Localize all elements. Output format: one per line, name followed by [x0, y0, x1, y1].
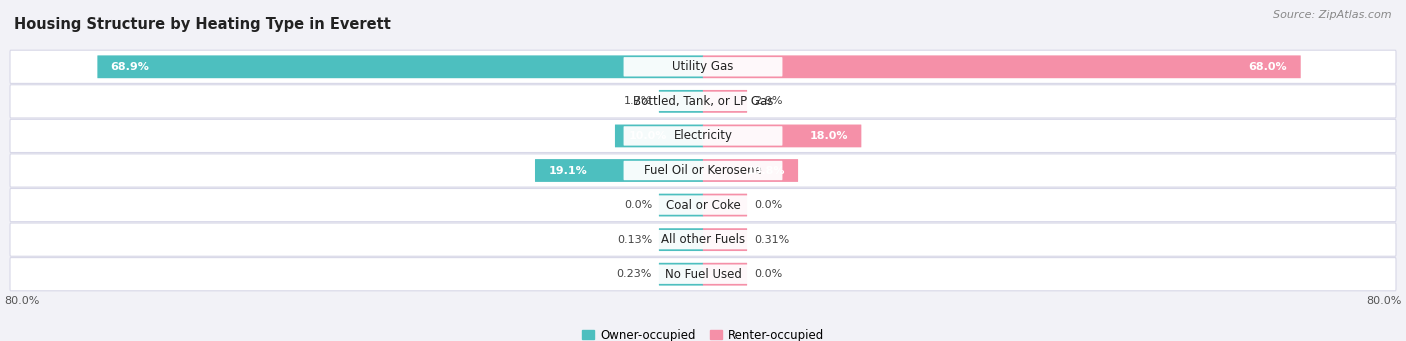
FancyBboxPatch shape [10, 50, 1396, 84]
FancyBboxPatch shape [624, 57, 782, 76]
Text: Source: ZipAtlas.com: Source: ZipAtlas.com [1274, 10, 1392, 20]
FancyBboxPatch shape [624, 126, 782, 146]
FancyBboxPatch shape [10, 154, 1396, 187]
FancyBboxPatch shape [659, 228, 703, 251]
FancyBboxPatch shape [703, 228, 747, 251]
Text: Housing Structure by Heating Type in Everett: Housing Structure by Heating Type in Eve… [14, 17, 391, 32]
Text: 68.9%: 68.9% [111, 62, 149, 72]
FancyBboxPatch shape [659, 90, 703, 113]
Text: 1.7%: 1.7% [624, 97, 652, 106]
FancyBboxPatch shape [10, 119, 1396, 152]
FancyBboxPatch shape [703, 55, 1301, 78]
Text: 18.0%: 18.0% [810, 131, 848, 141]
FancyBboxPatch shape [624, 265, 782, 284]
Text: 0.31%: 0.31% [754, 235, 789, 244]
FancyBboxPatch shape [703, 159, 799, 182]
FancyBboxPatch shape [659, 263, 703, 286]
Text: 0.0%: 0.0% [754, 200, 782, 210]
Text: 2.9%: 2.9% [754, 97, 783, 106]
FancyBboxPatch shape [624, 230, 782, 249]
FancyBboxPatch shape [614, 124, 703, 147]
FancyBboxPatch shape [97, 55, 703, 78]
Text: Bottled, Tank, or LP Gas: Bottled, Tank, or LP Gas [633, 95, 773, 108]
Text: 80.0%: 80.0% [1367, 296, 1402, 306]
Text: 10.8%: 10.8% [747, 165, 785, 176]
Text: Utility Gas: Utility Gas [672, 60, 734, 73]
Text: 0.0%: 0.0% [754, 269, 782, 279]
FancyBboxPatch shape [10, 257, 1396, 291]
FancyBboxPatch shape [703, 194, 747, 217]
FancyBboxPatch shape [703, 263, 747, 286]
FancyBboxPatch shape [624, 195, 782, 215]
FancyBboxPatch shape [659, 194, 703, 217]
Legend: Owner-occupied, Renter-occupied: Owner-occupied, Renter-occupied [578, 324, 828, 341]
Text: 0.0%: 0.0% [624, 200, 652, 210]
Text: Electricity: Electricity [673, 130, 733, 143]
Text: 0.23%: 0.23% [617, 269, 652, 279]
Text: 10.0%: 10.0% [628, 131, 666, 141]
FancyBboxPatch shape [624, 92, 782, 111]
Text: 68.0%: 68.0% [1249, 62, 1288, 72]
Text: Coal or Coke: Coal or Coke [665, 198, 741, 211]
Text: No Fuel Used: No Fuel Used [665, 268, 741, 281]
FancyBboxPatch shape [10, 85, 1396, 118]
Text: 19.1%: 19.1% [548, 165, 588, 176]
FancyBboxPatch shape [703, 90, 747, 113]
FancyBboxPatch shape [534, 159, 703, 182]
FancyBboxPatch shape [10, 189, 1396, 222]
FancyBboxPatch shape [10, 223, 1396, 256]
Text: 80.0%: 80.0% [4, 296, 39, 306]
Text: 0.13%: 0.13% [617, 235, 652, 244]
FancyBboxPatch shape [703, 124, 862, 147]
Text: All other Fuels: All other Fuels [661, 233, 745, 246]
FancyBboxPatch shape [624, 161, 782, 180]
Text: Fuel Oil or Kerosene: Fuel Oil or Kerosene [644, 164, 762, 177]
